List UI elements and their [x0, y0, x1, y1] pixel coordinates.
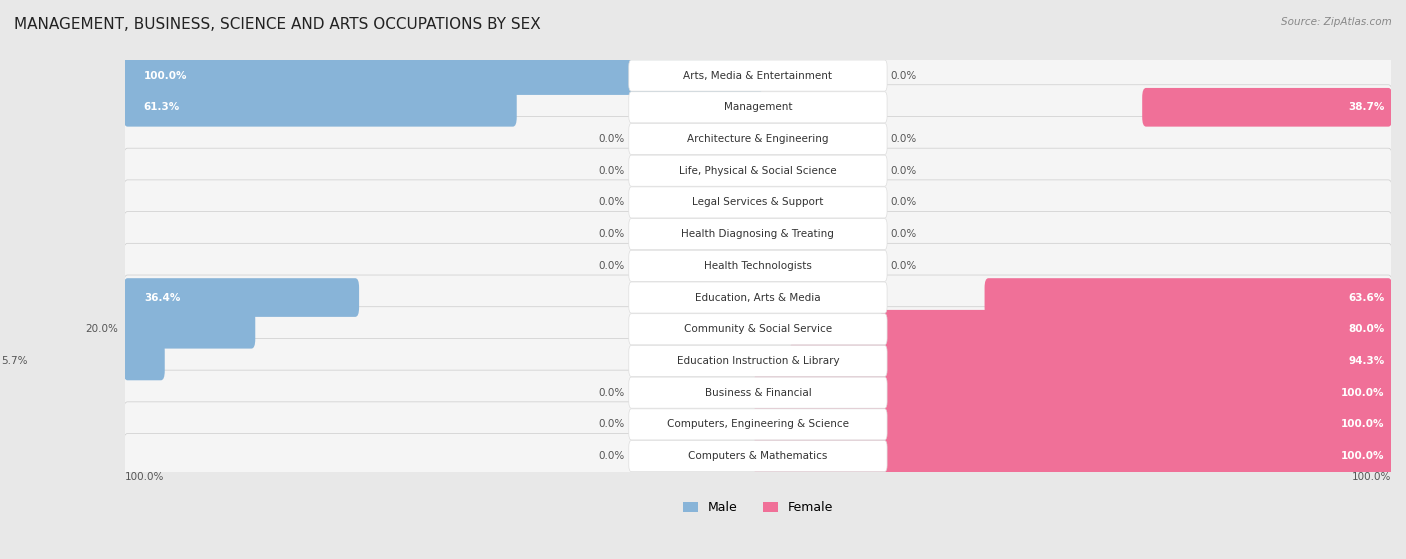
FancyBboxPatch shape [754, 437, 1392, 475]
Text: Computers & Mathematics: Computers & Mathematics [689, 451, 828, 461]
Text: 0.0%: 0.0% [599, 451, 626, 461]
Text: Computers, Engineering & Science: Computers, Engineering & Science [666, 419, 849, 429]
FancyBboxPatch shape [124, 307, 1392, 352]
FancyBboxPatch shape [1142, 88, 1392, 127]
FancyBboxPatch shape [124, 56, 762, 95]
Text: Arts, Media & Entertainment: Arts, Media & Entertainment [683, 70, 832, 80]
FancyBboxPatch shape [124, 116, 1392, 162]
FancyBboxPatch shape [628, 314, 887, 345]
Text: Health Technologists: Health Technologists [704, 261, 811, 271]
Legend: Male, Female: Male, Female [678, 496, 838, 519]
FancyBboxPatch shape [124, 243, 1392, 288]
FancyBboxPatch shape [880, 310, 1392, 349]
FancyBboxPatch shape [628, 409, 887, 440]
FancyBboxPatch shape [124, 434, 1392, 479]
FancyBboxPatch shape [124, 402, 1392, 447]
Text: 36.4%: 36.4% [143, 292, 180, 302]
FancyBboxPatch shape [124, 338, 1392, 383]
Text: Source: ZipAtlas.com: Source: ZipAtlas.com [1281, 17, 1392, 27]
FancyBboxPatch shape [628, 440, 887, 472]
FancyBboxPatch shape [628, 60, 887, 91]
Text: 0.0%: 0.0% [599, 197, 626, 207]
FancyBboxPatch shape [754, 373, 1392, 412]
FancyBboxPatch shape [124, 180, 1392, 225]
Text: Management: Management [724, 102, 792, 112]
FancyBboxPatch shape [628, 155, 887, 186]
Text: 0.0%: 0.0% [891, 134, 917, 144]
Text: 100.0%: 100.0% [143, 70, 187, 80]
Text: 38.7%: 38.7% [1348, 102, 1385, 112]
FancyBboxPatch shape [124, 342, 165, 380]
Text: 0.0%: 0.0% [599, 261, 626, 271]
Text: 80.0%: 80.0% [1348, 324, 1385, 334]
FancyBboxPatch shape [628, 345, 887, 377]
Text: 0.0%: 0.0% [891, 70, 917, 80]
Text: Health Diagnosing & Treating: Health Diagnosing & Treating [682, 229, 834, 239]
Text: 100.0%: 100.0% [125, 472, 165, 482]
FancyBboxPatch shape [984, 278, 1392, 317]
Text: 100.0%: 100.0% [1341, 419, 1385, 429]
Text: Business & Financial: Business & Financial [704, 387, 811, 397]
FancyBboxPatch shape [124, 310, 256, 349]
FancyBboxPatch shape [628, 282, 887, 313]
Text: 0.0%: 0.0% [599, 229, 626, 239]
FancyBboxPatch shape [628, 92, 887, 123]
FancyBboxPatch shape [628, 187, 887, 218]
Text: 0.0%: 0.0% [599, 165, 626, 176]
FancyBboxPatch shape [628, 124, 887, 154]
Text: Life, Physical & Social Science: Life, Physical & Social Science [679, 165, 837, 176]
Text: 0.0%: 0.0% [891, 197, 917, 207]
FancyBboxPatch shape [124, 275, 1392, 320]
Text: Education, Arts & Media: Education, Arts & Media [695, 292, 821, 302]
FancyBboxPatch shape [124, 212, 1392, 257]
FancyBboxPatch shape [124, 148, 1392, 193]
FancyBboxPatch shape [124, 53, 1392, 98]
Text: Community & Social Service: Community & Social Service [683, 324, 832, 334]
Text: Legal Services & Support: Legal Services & Support [692, 197, 824, 207]
Text: Architecture & Engineering: Architecture & Engineering [688, 134, 828, 144]
Text: 61.3%: 61.3% [143, 102, 180, 112]
Text: 0.0%: 0.0% [891, 165, 917, 176]
Text: 0.0%: 0.0% [599, 387, 626, 397]
FancyBboxPatch shape [124, 85, 1392, 130]
Text: 63.6%: 63.6% [1348, 292, 1385, 302]
Text: 94.3%: 94.3% [1348, 356, 1385, 366]
Text: 0.0%: 0.0% [891, 229, 917, 239]
Text: 100.0%: 100.0% [1351, 472, 1391, 482]
Text: 20.0%: 20.0% [86, 324, 118, 334]
Text: 5.7%: 5.7% [1, 356, 28, 366]
FancyBboxPatch shape [790, 342, 1392, 380]
FancyBboxPatch shape [628, 377, 887, 408]
FancyBboxPatch shape [124, 88, 517, 127]
FancyBboxPatch shape [124, 370, 1392, 415]
Text: 0.0%: 0.0% [599, 419, 626, 429]
Text: 0.0%: 0.0% [891, 261, 917, 271]
Text: Education Instruction & Library: Education Instruction & Library [676, 356, 839, 366]
FancyBboxPatch shape [754, 405, 1392, 444]
FancyBboxPatch shape [628, 250, 887, 281]
Text: 100.0%: 100.0% [1341, 387, 1385, 397]
Text: 100.0%: 100.0% [1341, 451, 1385, 461]
Text: 0.0%: 0.0% [599, 134, 626, 144]
Text: MANAGEMENT, BUSINESS, SCIENCE AND ARTS OCCUPATIONS BY SEX: MANAGEMENT, BUSINESS, SCIENCE AND ARTS O… [14, 17, 541, 32]
FancyBboxPatch shape [628, 219, 887, 250]
FancyBboxPatch shape [124, 278, 359, 317]
